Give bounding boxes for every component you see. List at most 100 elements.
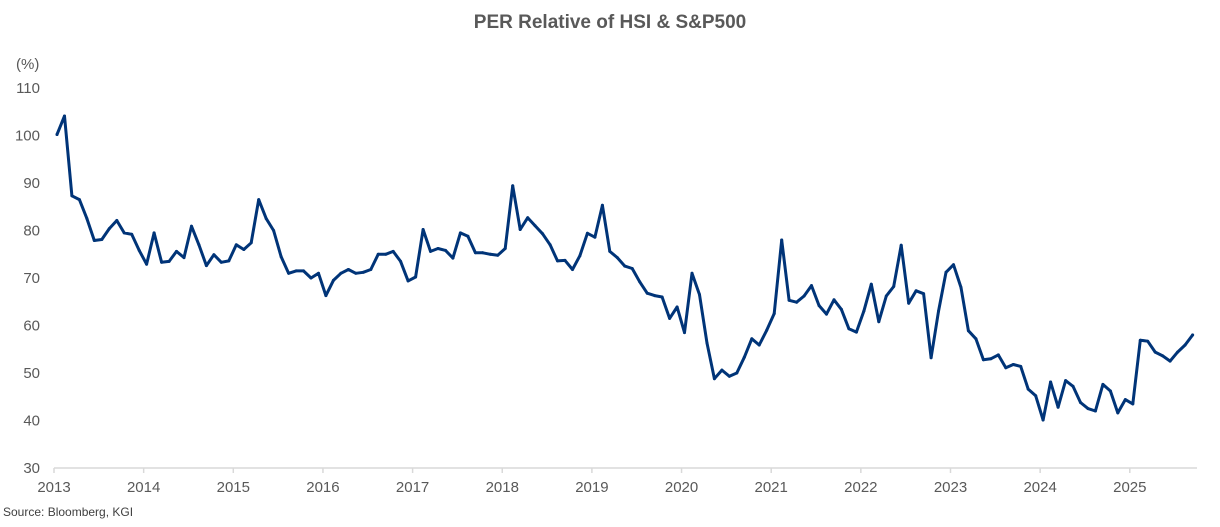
- data-point: [765, 328, 769, 332]
- data-point: [92, 239, 96, 242]
- data-point: [877, 320, 881, 324]
- data-point: [563, 258, 567, 262]
- data-point: [1086, 407, 1090, 411]
- data-point: [526, 216, 530, 220]
- data-point: [578, 254, 582, 258]
- data-point: [750, 337, 754, 341]
- data-point: [1146, 339, 1150, 343]
- y-tick-label: 40: [23, 413, 40, 430]
- data-point: [1004, 366, 1008, 370]
- data-point: [772, 312, 776, 316]
- data-point: [1071, 384, 1075, 388]
- data-point: [272, 229, 276, 232]
- data-point: [690, 271, 694, 275]
- data-point: [675, 305, 679, 309]
- data-point: [825, 312, 828, 316]
- data-point: [496, 253, 500, 257]
- data-point: [884, 294, 888, 298]
- data-point: [1183, 343, 1187, 347]
- data-point: [354, 271, 358, 275]
- data-point: [548, 243, 552, 247]
- data-point: [257, 198, 261, 202]
- y-axis: 30 40 50 60 70 80 90 100 110: [15, 80, 40, 477]
- data-point: [444, 248, 447, 252]
- data-point: [1093, 409, 1097, 413]
- data-point: [152, 231, 156, 235]
- data-point: [1116, 411, 1120, 415]
- data-point: [795, 300, 799, 304]
- y-tick-label: 100: [15, 128, 40, 145]
- data-point: [294, 269, 298, 273]
- data-point: [219, 260, 223, 264]
- data-point: [518, 228, 522, 231]
- data-point: [197, 243, 201, 247]
- data-point: [369, 268, 373, 271]
- y-tick-label: 30: [23, 460, 40, 477]
- data-point: [1131, 402, 1135, 406]
- data-point: [862, 309, 866, 313]
- data-point: [309, 276, 313, 280]
- x-axis: 2013 2014 2015 2016 2017 2018 2019 2020 2021 2022…: [37, 468, 1146, 496]
- data-point: [376, 252, 380, 256]
- source-note: Source: Bloomberg, KGI: [3, 505, 133, 519]
- data-point: [996, 353, 1000, 357]
- data-point: [989, 357, 993, 361]
- data-point: [130, 232, 134, 236]
- data-point: [600, 203, 604, 207]
- data-point: [1161, 354, 1165, 358]
- y-axis-unit-label: (%): [16, 56, 39, 73]
- data-point: [839, 307, 843, 311]
- data-point: [204, 264, 208, 268]
- data-point: [1138, 338, 1142, 342]
- data-point: [541, 232, 545, 236]
- data-point: [182, 256, 186, 260]
- data-point: [593, 235, 597, 239]
- data-point: [234, 243, 238, 247]
- data-point: [160, 260, 164, 264]
- x-tick-label: 2016: [306, 479, 339, 496]
- data-point: [630, 267, 634, 270]
- data-point: [1079, 401, 1082, 404]
- x-tick-label: 2015: [217, 479, 250, 496]
- data-point: [571, 268, 574, 271]
- data-point: [623, 264, 627, 268]
- data-point: [1064, 379, 1068, 383]
- data-point: [742, 355, 746, 359]
- data-points: [55, 114, 1195, 422]
- data-point: [429, 249, 432, 253]
- x-tick-label: 2023: [934, 479, 967, 496]
- x-tick-label: 2025: [1113, 479, 1146, 496]
- data-point: [473, 251, 477, 255]
- data-point: [414, 275, 418, 279]
- data-point: [361, 270, 365, 274]
- y-tick-label: 110: [16, 80, 40, 97]
- data-point: [488, 252, 492, 256]
- data-point: [302, 269, 305, 273]
- data-point: [556, 259, 559, 263]
- data-point: [1176, 350, 1180, 354]
- data-point: [892, 285, 896, 288]
- data-point: [907, 301, 911, 305]
- data-point: [660, 295, 664, 299]
- data-point: [981, 358, 985, 362]
- data-point: [952, 263, 955, 267]
- data-point: [1056, 405, 1060, 409]
- data-point: [212, 253, 216, 257]
- data-point: [511, 184, 515, 188]
- data-point: [190, 224, 193, 228]
- data-point: [122, 231, 126, 235]
- data-point: [436, 247, 440, 250]
- data-point: [705, 341, 709, 345]
- data-point: [384, 252, 388, 256]
- data-point: [944, 270, 948, 274]
- data-point: [817, 304, 821, 307]
- data-point: [653, 294, 657, 298]
- data-point: [802, 294, 806, 298]
- data-point: [735, 371, 739, 375]
- y-tick-label: 60: [23, 318, 40, 335]
- y-tick-label: 70: [23, 270, 40, 287]
- x-tick-label: 2017: [396, 479, 429, 496]
- data-point: [451, 256, 455, 260]
- x-tick-label: 2014: [127, 479, 160, 496]
